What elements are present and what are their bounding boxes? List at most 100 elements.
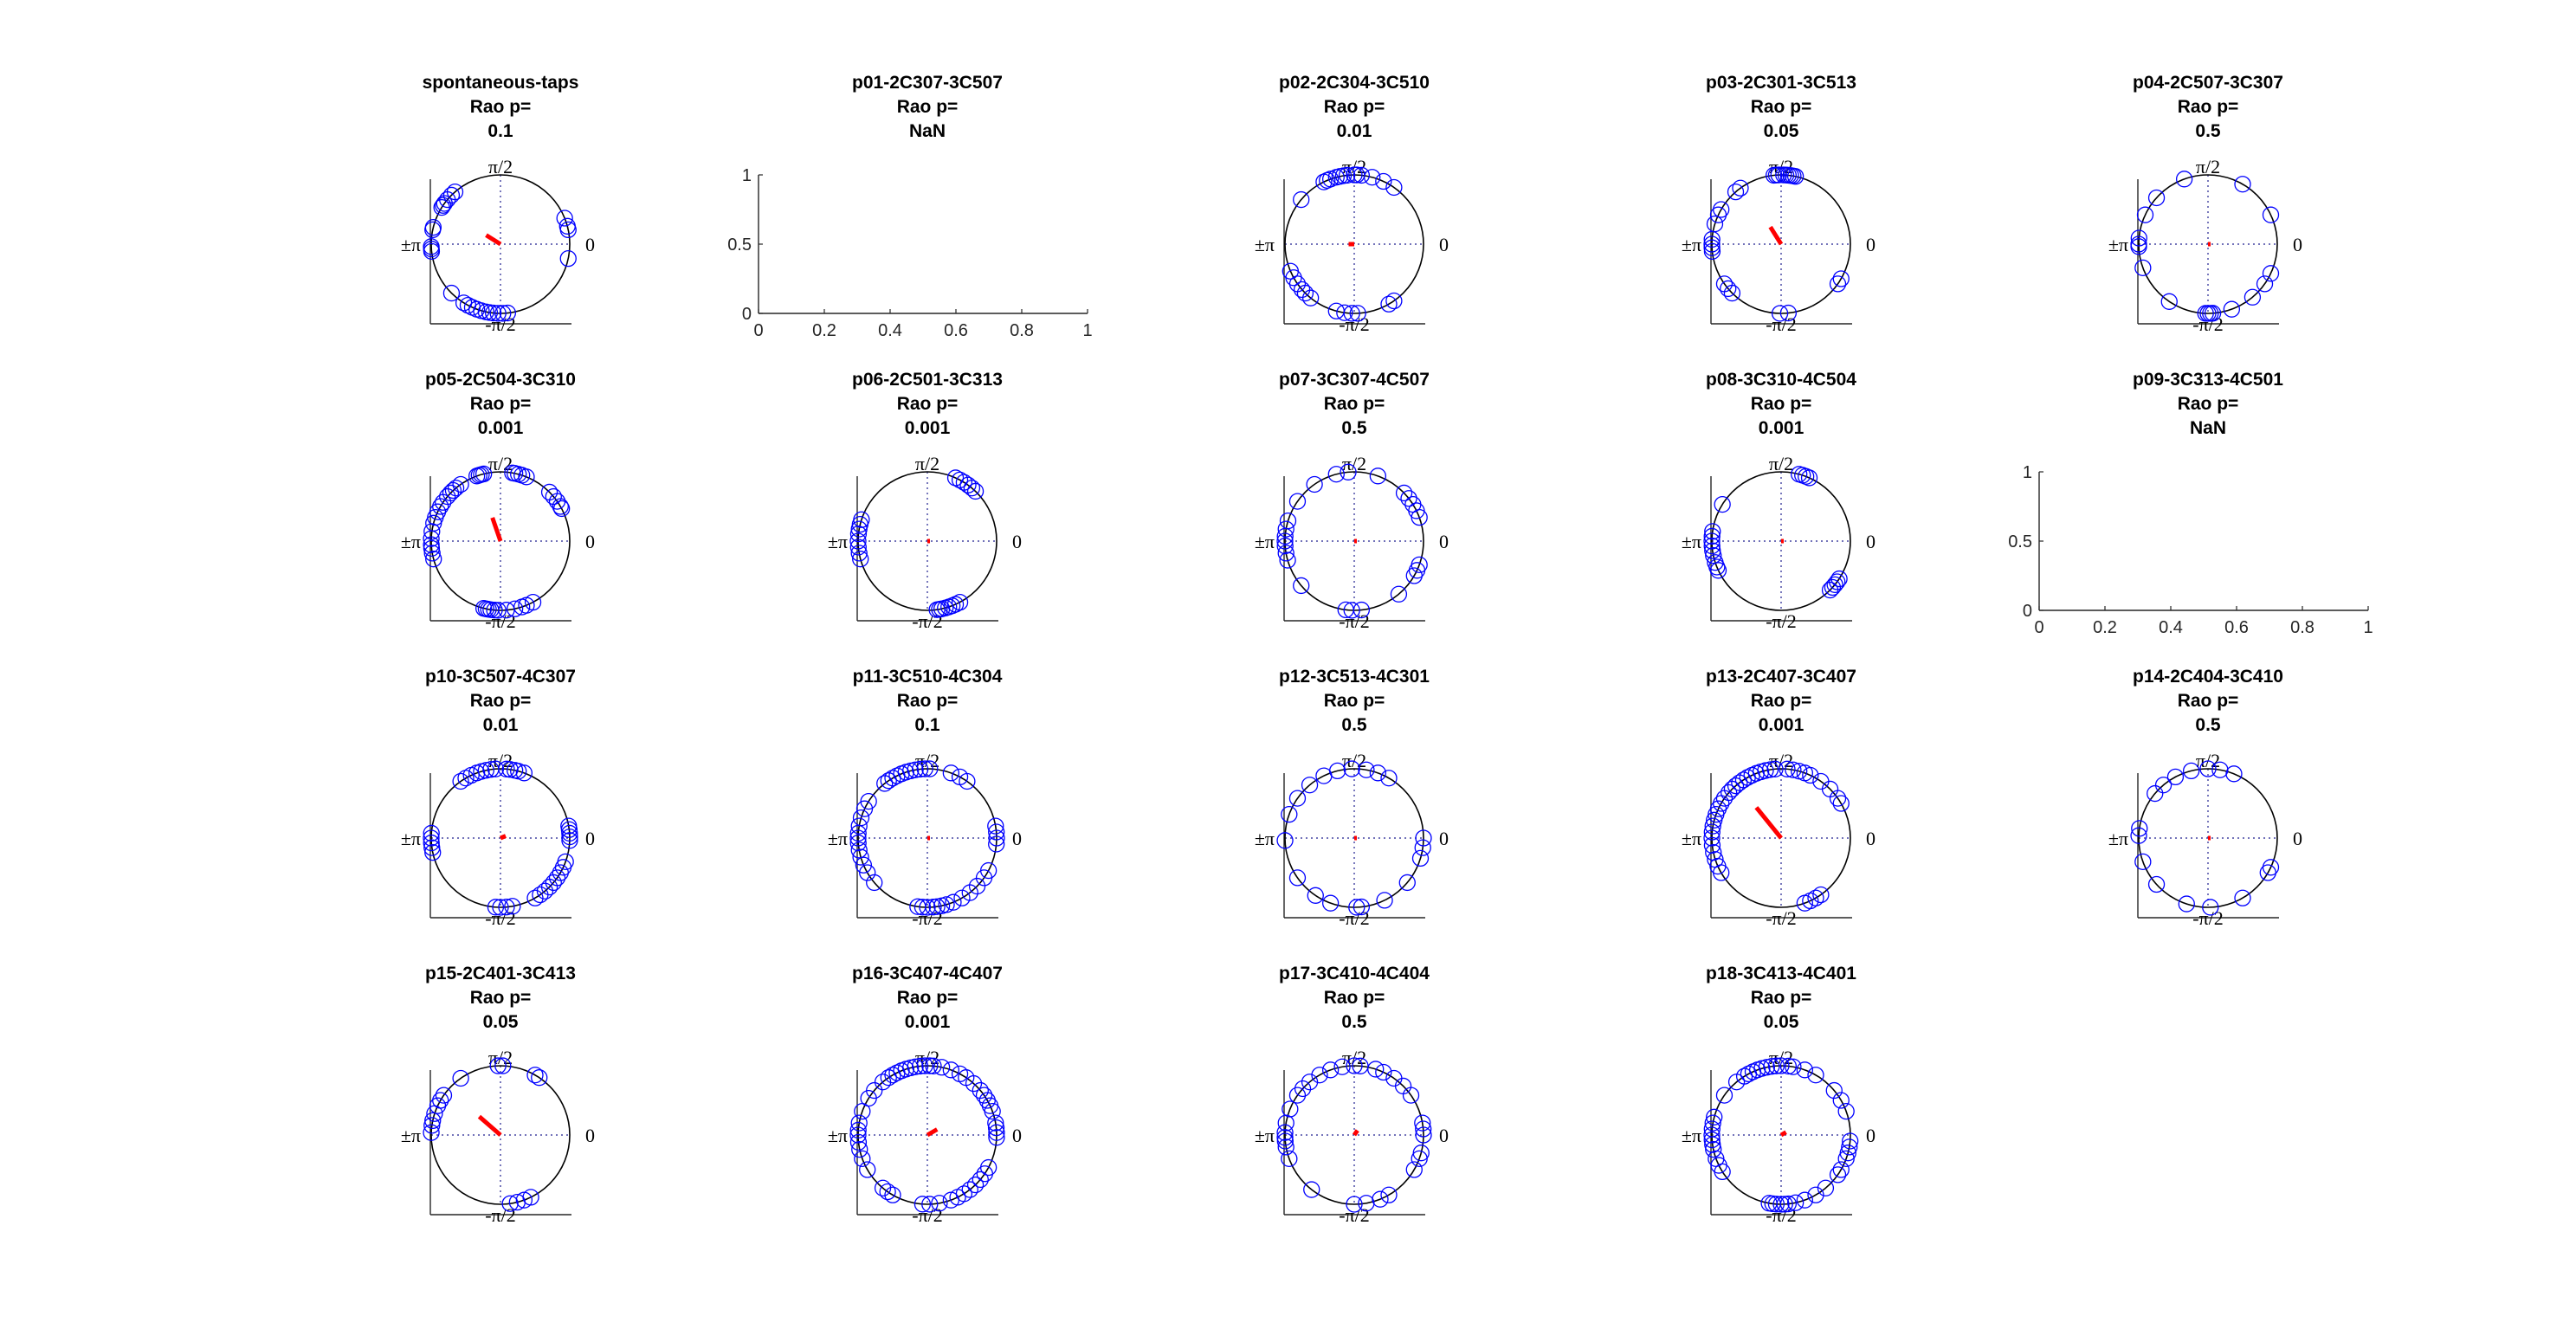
data-point — [925, 1057, 942, 1074]
data-point — [916, 1057, 933, 1074]
data-point — [1415, 829, 1432, 847]
data-point — [850, 520, 868, 538]
angle-label-top: π/2 — [488, 453, 513, 474]
data-point — [852, 551, 869, 568]
data-point — [2166, 768, 2185, 786]
x-tick-label: 0.2 — [2093, 618, 2117, 637]
data-point — [880, 1069, 897, 1087]
data-point — [1380, 770, 1398, 787]
data-point — [515, 764, 533, 782]
data-point — [2136, 206, 2154, 223]
p-value: 0.001 — [1759, 715, 1804, 735]
angle-label-left: ±π — [2108, 828, 2128, 849]
angle-label-right: 0 — [1866, 828, 1876, 849]
data-point — [850, 1114, 868, 1132]
data-point — [1293, 577, 1310, 595]
angle-label-top: π/2 — [488, 1047, 513, 1068]
data-point — [850, 842, 868, 859]
p-value: 0.01 — [1337, 121, 1372, 141]
angle-label-left: ±π — [401, 234, 421, 255]
data-point — [988, 1129, 1005, 1146]
data-point — [1369, 468, 1387, 485]
p-value: 0.1 — [914, 715, 940, 735]
data-point — [987, 1114, 1004, 1132]
data-point — [1826, 576, 1843, 593]
data-point — [849, 829, 867, 847]
subplot-title: p18-3C413-4C401 — [1706, 964, 1856, 984]
data-point — [1766, 760, 1784, 777]
angle-label-right: 0 — [1012, 531, 1022, 552]
data-point — [2131, 820, 2148, 837]
data-point — [1353, 601, 1371, 619]
data-point — [515, 1191, 533, 1209]
data-point — [942, 1061, 960, 1079]
angle-label-right: 0 — [585, 1125, 595, 1146]
data-point — [1277, 1138, 1294, 1156]
data-point — [1281, 1150, 1298, 1168]
angle-label-right: 0 — [585, 828, 595, 849]
data-point — [526, 1067, 544, 1084]
p-value: 0.5 — [1341, 418, 1367, 438]
subplot-title: p13-2C407-3C407 — [1706, 667, 1856, 687]
stat-label: Rao p= — [2178, 691, 2239, 711]
angle-label-top: π/2 — [488, 156, 513, 177]
data-point — [1824, 578, 1842, 597]
data-point — [1319, 171, 1336, 190]
data-point — [2256, 275, 2274, 293]
data-point — [487, 899, 505, 916]
data-point — [1321, 1061, 1340, 1079]
data-point — [552, 498, 569, 515]
data-point — [945, 893, 962, 911]
data-point — [1279, 551, 1296, 569]
data-point — [921, 1196, 939, 1213]
angle-label-top: π/2 — [1769, 453, 1793, 474]
stat-label: Rao p= — [1751, 691, 1812, 711]
data-point — [1796, 1191, 1814, 1209]
data-point — [1772, 1057, 1790, 1074]
angle-label-left: ±π — [1255, 234, 1275, 255]
data-point — [988, 1124, 1005, 1141]
unit-circle — [1711, 471, 1851, 611]
data-point — [489, 602, 507, 619]
stat-label: Rao p= — [1324, 988, 1385, 1008]
angle-label-left: ±π — [1255, 531, 1275, 552]
data-point — [552, 864, 569, 881]
data-point — [946, 469, 965, 487]
data-point — [459, 296, 477, 314]
data-point — [444, 481, 462, 500]
data-point — [426, 1105, 443, 1122]
x-tick-label: 0 — [753, 321, 763, 340]
angle-label-top: π/2 — [1342, 453, 1366, 474]
data-point — [1276, 832, 1294, 849]
data-point — [1817, 1179, 1835, 1196]
data-point — [1765, 166, 1783, 184]
data-point — [536, 882, 554, 900]
data-point — [1715, 1087, 1733, 1104]
subplot-9: p09-3C313-4C501 Rao p= NaN 0 0.2 0.4 0.6 0.8 1 0 0… — [2008, 370, 2373, 637]
data-point — [552, 500, 571, 518]
stat-label: Rao p= — [470, 97, 532, 117]
data-point — [874, 1179, 892, 1196]
data-point — [1281, 805, 1298, 823]
data-point — [888, 767, 906, 784]
data-point — [2130, 229, 2147, 247]
data-point — [2130, 827, 2147, 844]
p-value: 0.05 — [483, 1012, 519, 1032]
data-point — [1779, 760, 1796, 777]
angle-label-left: ±π — [828, 828, 848, 849]
data-point — [1785, 761, 1802, 778]
data-point — [1404, 495, 1422, 513]
data-point — [1704, 542, 1721, 559]
data-point — [1301, 777, 1319, 794]
data-point — [1315, 173, 1333, 190]
mean-vector — [477, 1114, 502, 1137]
p-value: 0.001 — [905, 418, 951, 438]
angle-label-left: ±π — [1255, 1125, 1275, 1146]
data-point — [2130, 238, 2147, 255]
data-point — [1302, 289, 1320, 306]
data-point — [423, 829, 440, 847]
data-point — [1343, 602, 1360, 619]
data-point — [938, 896, 955, 913]
unit-circle — [2138, 174, 2278, 314]
